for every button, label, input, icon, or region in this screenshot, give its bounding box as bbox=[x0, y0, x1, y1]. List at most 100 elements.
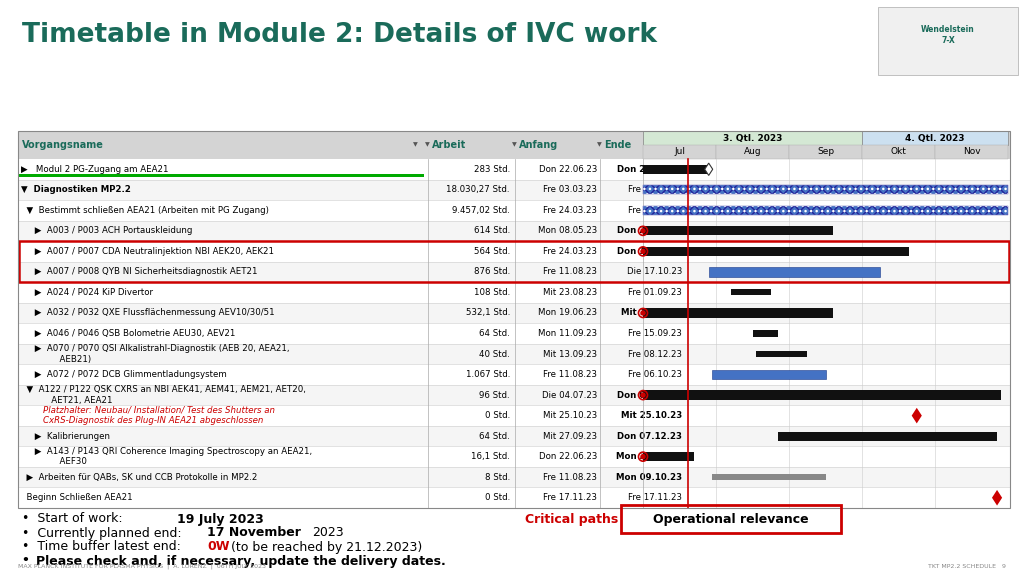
Bar bbox=[18, 221, 1010, 241]
Text: Mit 25.10.23: Mit 25.10.23 bbox=[621, 411, 682, 420]
Text: 64 Std.: 64 Std. bbox=[479, 431, 510, 441]
Text: ▶   Modul 2 PG-Zugang am AEA21: ▶ Modul 2 PG-Zugang am AEA21 bbox=[22, 165, 169, 174]
Text: MAX PLANCK INSTITUTE FOR PLASMA PHYSICS  |  A. LORENZ  |  06TH JULY 2023: MAX PLANCK INSTITUTE FOR PLASMA PHYSICS … bbox=[18, 563, 266, 569]
Text: Mon 11.09.23: Mon 11.09.23 bbox=[538, 329, 597, 338]
Bar bbox=[18, 262, 1010, 282]
Bar bbox=[643, 185, 1008, 195]
Polygon shape bbox=[705, 163, 713, 176]
Text: Operational relevance: Operational relevance bbox=[653, 513, 809, 525]
Bar bbox=[18, 159, 1010, 180]
Text: Mon 08.05.23: Mon 08.05.23 bbox=[538, 226, 597, 236]
Bar bbox=[18, 131, 1010, 159]
Text: Fre 17.11.23: Fre 17.11.23 bbox=[628, 493, 682, 502]
Bar bbox=[18, 303, 1010, 323]
Text: Mit 23.08.23: Mit 23.08.23 bbox=[543, 288, 597, 297]
Polygon shape bbox=[911, 408, 922, 423]
Text: Aug: Aug bbox=[743, 147, 761, 157]
Bar bbox=[18, 175, 424, 177]
Text: Mit 25.10.23: Mit 25.10.23 bbox=[543, 411, 597, 420]
Text: ▶  A003 / P003 ACH Portauskleidung: ▶ A003 / P003 ACH Portauskleidung bbox=[22, 226, 193, 236]
Text: ▶  A024 / P024 KiP Divertor: ▶ A024 / P024 KiP Divertor bbox=[22, 288, 153, 297]
Text: ▼  Bestimmt schließen AEA21 (Arbeiten mit PG Zugang): ▼ Bestimmt schließen AEA21 (Arbeiten mit… bbox=[22, 206, 269, 215]
Text: ▼  A122 / P122 QSK CXRS an NBI AEK41, AEM41, AEM21, AET20,
           AET21, AEA: ▼ A122 / P122 QSK CXRS an NBI AEK41, AEM… bbox=[22, 385, 306, 405]
Bar bbox=[716, 145, 790, 159]
Bar bbox=[709, 267, 881, 276]
Text: Don 22.06.23: Don 22.06.23 bbox=[539, 165, 597, 174]
Text: Nov: Nov bbox=[963, 147, 980, 157]
Text: Ende: Ende bbox=[604, 140, 631, 150]
Text: ▶  Arbeiten für QABs, SK und CCB Protokolle in MP2.2: ▶ Arbeiten für QABs, SK und CCB Protokol… bbox=[22, 473, 257, 482]
Bar bbox=[18, 344, 1010, 364]
Bar bbox=[621, 505, 841, 533]
Text: Fre 11.08.23: Fre 11.08.23 bbox=[543, 370, 597, 379]
Text: ▼: ▼ bbox=[595, 142, 602, 147]
Bar bbox=[778, 431, 997, 441]
Bar bbox=[18, 180, 1010, 200]
Text: Wendelstein
7-X: Wendelstein 7-X bbox=[922, 25, 975, 45]
Bar bbox=[643, 226, 833, 236]
Text: ▼: ▼ bbox=[413, 142, 418, 147]
Text: Fre 11.08.23: Fre 11.08.23 bbox=[543, 267, 597, 276]
Text: Jul: Jul bbox=[674, 147, 685, 157]
Bar bbox=[18, 406, 1010, 426]
Text: Fre 01.09.23: Fre 01.09.23 bbox=[628, 288, 682, 297]
Text: 564 Std.: 564 Std. bbox=[474, 247, 510, 256]
Text: Mit 27.09.23: Mit 27.09.23 bbox=[543, 431, 597, 441]
Bar bbox=[713, 370, 825, 379]
Text: Don 07.12.23: Don 07.12.23 bbox=[617, 431, 682, 441]
Text: •  Start of work:: • Start of work: bbox=[22, 513, 123, 525]
Bar bbox=[643, 452, 694, 461]
Text: Mon 09.10.23: Mon 09.10.23 bbox=[615, 473, 682, 482]
Text: Critical paths: Critical paths bbox=[524, 513, 618, 525]
Bar bbox=[643, 247, 909, 256]
Text: Don 07.12.23: Don 07.12.23 bbox=[617, 391, 682, 400]
Text: Fre 03.03.23: Fre 03.03.23 bbox=[543, 185, 597, 194]
Text: Fre 24.03.23: Fre 24.03.23 bbox=[543, 247, 597, 256]
Text: 40 Std.: 40 Std. bbox=[479, 350, 510, 358]
Text: Mon 24.07.23: Mon 24.07.23 bbox=[615, 452, 682, 461]
Text: ▶  A007 / P008 QYB NI Sicherheitsdiagnostik AET21: ▶ A007 / P008 QYB NI Sicherheitsdiagnost… bbox=[22, 267, 257, 276]
Text: 0 Std.: 0 Std. bbox=[484, 493, 510, 502]
Text: Don 19.10.23: Don 19.10.23 bbox=[617, 247, 682, 256]
Text: 17 November: 17 November bbox=[207, 526, 301, 540]
Text: 8 Std.: 8 Std. bbox=[484, 473, 510, 482]
Text: ▶  A032 / P032 QXE Flussflächenmessung AEV10/30/51: ▶ A032 / P032 QXE Flussflächenmessung AE… bbox=[22, 309, 274, 317]
Text: ▶  A143 / P143 QRI Coherence Imaging Spectroscopy an AEA21,
              AEF30: ▶ A143 / P143 QRI Coherence Imaging Spec… bbox=[22, 447, 312, 467]
Bar bbox=[643, 185, 1008, 195]
Text: Don 22.06.23: Don 22.06.23 bbox=[539, 452, 597, 461]
Bar bbox=[790, 145, 862, 159]
Bar bbox=[643, 391, 1000, 400]
Text: Fre 08.12.23: Fre 08.12.23 bbox=[628, 350, 682, 358]
Bar bbox=[643, 145, 716, 159]
Text: 96 Std.: 96 Std. bbox=[479, 391, 510, 400]
Bar bbox=[862, 145, 935, 159]
Text: 2023: 2023 bbox=[312, 526, 344, 540]
Text: 18.030,27 Std.: 18.030,27 Std. bbox=[446, 185, 510, 194]
Text: ▶  Kalibrierungen: ▶ Kalibrierungen bbox=[22, 431, 110, 441]
Bar bbox=[18, 200, 1010, 221]
Bar bbox=[643, 165, 709, 174]
Text: 1.067 Std.: 1.067 Std. bbox=[466, 370, 510, 379]
Text: Die 04.07.23: Die 04.07.23 bbox=[542, 391, 597, 400]
Bar bbox=[19, 241, 1009, 282]
Text: ▶  A070 / P070 QSI Alkalistrahl-Diagnostik (AEB 20, AEA21,
              AEB21): ▶ A070 / P070 QSI Alkalistrahl-Diagnosti… bbox=[22, 344, 290, 363]
Text: (to be reached by 21.12.2023): (to be reached by 21.12.2023) bbox=[227, 540, 422, 554]
Text: Fre 15.09.23: Fre 15.09.23 bbox=[628, 329, 682, 338]
Text: 0 Std.: 0 Std. bbox=[484, 411, 510, 420]
Text: Mit 13.09.23: Mit 13.09.23 bbox=[543, 350, 597, 358]
Text: 9.457,02 Std.: 9.457,02 Std. bbox=[453, 206, 510, 215]
Text: Arbeit: Arbeit bbox=[432, 140, 466, 150]
Bar bbox=[18, 131, 1010, 508]
Text: Mit 11.10.23: Mit 11.10.23 bbox=[621, 309, 682, 317]
Text: Don 21.09.23: Don 21.09.23 bbox=[617, 226, 682, 236]
Text: 64 Std.: 64 Std. bbox=[479, 329, 510, 338]
Text: 3. Qtl. 2023: 3. Qtl. 2023 bbox=[723, 134, 782, 142]
Bar bbox=[643, 206, 1008, 215]
Bar bbox=[18, 282, 1010, 303]
Text: 876 Std.: 876 Std. bbox=[474, 267, 510, 276]
Bar bbox=[643, 131, 1008, 145]
Text: Platzhalter: Neubau/ Installation/ Test des Shutters an
        CxRS-Diagnostik : Platzhalter: Neubau/ Installation/ Test … bbox=[22, 406, 275, 425]
Bar bbox=[756, 351, 807, 357]
Bar bbox=[643, 131, 862, 145]
Bar bbox=[18, 241, 1010, 262]
